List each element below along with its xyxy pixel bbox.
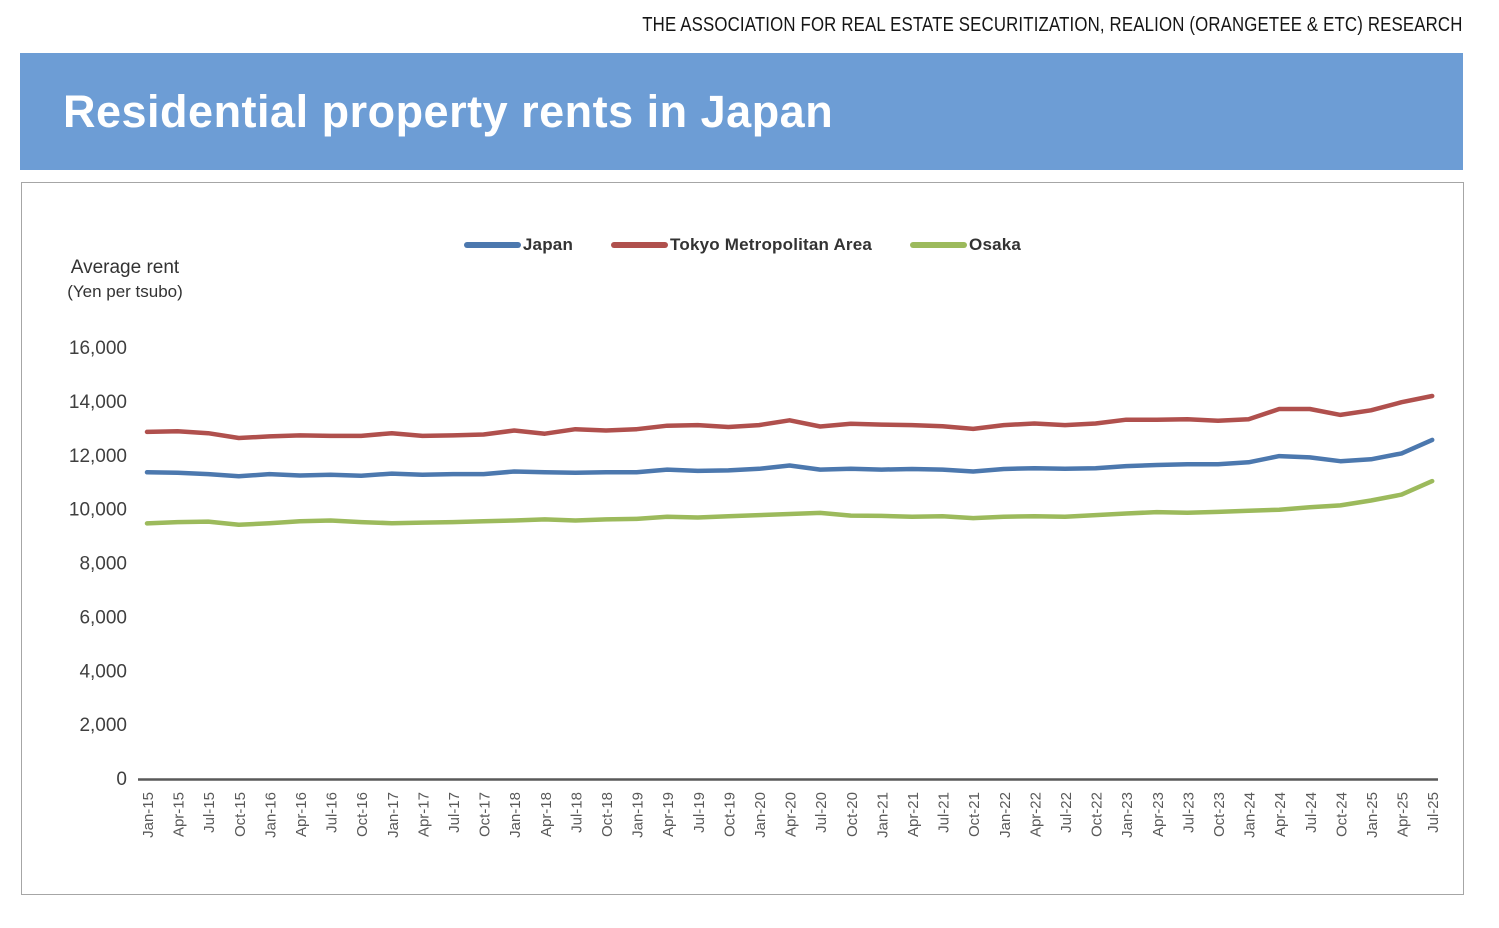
y-tick-label: 6,000 bbox=[79, 607, 127, 628]
page-title: Residential property rents in Japan bbox=[63, 85, 834, 137]
x-tick-label: Jul-19 bbox=[691, 792, 708, 833]
y-tick-label: 4,000 bbox=[79, 661, 127, 682]
y-axis-title-line1: Average rent bbox=[70, 257, 180, 278]
x-tick-label: Apr-19 bbox=[660, 792, 677, 837]
y-tick-label: 12,000 bbox=[69, 446, 127, 467]
legend-item-tokyo-metropolitan-area: Tokyo Metropolitan Area bbox=[611, 235, 872, 255]
x-tick-label: Oct-15 bbox=[232, 792, 249, 837]
x-tick-label: Jul-24 bbox=[1303, 792, 1320, 833]
x-tick-label: Oct-16 bbox=[354, 792, 371, 837]
x-tick-label: Jan-25 bbox=[1364, 792, 1381, 838]
x-tick-label: Jul-20 bbox=[813, 792, 830, 833]
x-tick-label: Apr-15 bbox=[171, 792, 188, 837]
x-tick-label: Jul-25 bbox=[1425, 792, 1442, 833]
legend-label: Tokyo Metropolitan Area bbox=[670, 235, 873, 254]
x-tick-label: Jan-20 bbox=[752, 792, 769, 838]
series-line-tokyo-metropolitan-area bbox=[144, 393, 1435, 441]
legend-line-swatch bbox=[463, 242, 521, 248]
x-tick-label: Apr-23 bbox=[1150, 792, 1167, 837]
chart-container: Japan Tokyo Metropolitan Area Osaka Averag… bbox=[21, 182, 1464, 895]
x-tick-label: Oct-20 bbox=[844, 792, 861, 837]
x-tick-label: Jan-18 bbox=[507, 792, 524, 838]
x-tick-label: Oct-19 bbox=[721, 792, 738, 837]
x-tick-label: Jan-19 bbox=[630, 792, 647, 838]
y-tick-label: 0 bbox=[116, 769, 127, 790]
y-tick-label: 10,000 bbox=[69, 500, 127, 521]
x-tick-label: Jan-15 bbox=[140, 792, 157, 838]
x-tick-label: Apr-18 bbox=[538, 792, 555, 837]
x-tick-label: Jul-16 bbox=[324, 792, 341, 833]
x-tick-label: Jan-21 bbox=[874, 792, 891, 838]
x-tick-label: Jan-23 bbox=[1119, 792, 1136, 838]
x-tick-label: Jul-17 bbox=[446, 792, 463, 833]
legend-item-osaka: Osaka bbox=[910, 235, 1021, 255]
y-tick-label: 2,000 bbox=[79, 715, 127, 736]
x-tick-label: Jan-24 bbox=[1242, 792, 1259, 838]
y-axis-title: Average rent (Yen per tsubo) bbox=[30, 255, 220, 304]
x-tick-label: Jul-15 bbox=[201, 792, 218, 833]
y-tick-label: 16,000 bbox=[69, 338, 127, 359]
x-tick-label: Apr-16 bbox=[293, 792, 310, 837]
x-tick-label: Oct-23 bbox=[1211, 792, 1228, 837]
chart-legend: Japan Tokyo Metropolitan Area Osaka bbox=[22, 235, 1463, 255]
x-tick-label: Oct-18 bbox=[599, 792, 616, 837]
x-tick-label: Apr-25 bbox=[1395, 792, 1412, 837]
line-chart-plot: 16,000 14,000 12,000 10,000 8,000 6,000 4,000 2… bbox=[69, 338, 1442, 838]
x-tick-label: Oct-24 bbox=[1333, 792, 1350, 837]
x-tick-label: Jan-17 bbox=[385, 792, 402, 838]
x-tick-label: Jul-18 bbox=[568, 792, 585, 833]
x-tick-label: Apr-24 bbox=[1272, 792, 1289, 837]
x-tick-label: Jul-22 bbox=[1058, 792, 1075, 833]
source-attribution-text: THE ASSOCIATION FOR REAL ESTATE SECURITI… bbox=[642, 14, 1463, 36]
x-tick-label: Oct-22 bbox=[1089, 792, 1106, 837]
source-attribution: THE ASSOCIATION FOR REAL ESTATE SECURITI… bbox=[486, 14, 1463, 37]
legend-label: Japan bbox=[522, 235, 574, 254]
x-tick-label: Apr-17 bbox=[415, 792, 432, 837]
y-axis-title-line2: (Yen per tsubo) bbox=[67, 281, 183, 301]
x-tick-label: Apr-22 bbox=[1027, 792, 1044, 837]
title-banner: Residential property rents in Japan bbox=[20, 53, 1463, 170]
y-tick-label: 8,000 bbox=[79, 554, 127, 575]
legend-line-swatch bbox=[611, 242, 669, 248]
x-tick-label: Jul-21 bbox=[936, 792, 953, 833]
x-tick-label: Apr-21 bbox=[905, 792, 922, 837]
x-tick-label: Jul-23 bbox=[1180, 792, 1197, 833]
series-line-osaka bbox=[144, 478, 1435, 528]
legend-item-japan: Japan bbox=[463, 235, 574, 255]
legend-label: Osaka bbox=[969, 235, 1022, 254]
y-tick-label: 14,000 bbox=[69, 392, 127, 413]
x-tick-label: Jan-22 bbox=[997, 792, 1014, 838]
series-line-japan bbox=[144, 437, 1435, 479]
x-tick-label: Apr-20 bbox=[783, 792, 800, 837]
x-tick-label: Jan-16 bbox=[262, 792, 279, 838]
x-tick-label: Oct-21 bbox=[966, 792, 983, 837]
legend-line-swatch bbox=[910, 242, 968, 248]
x-tick-label: Oct-17 bbox=[477, 792, 494, 837]
